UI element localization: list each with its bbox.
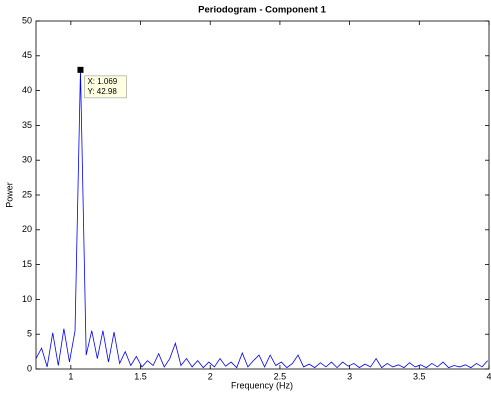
x-tick-label: 2.5	[274, 371, 287, 381]
datatip-marker	[77, 66, 84, 73]
y-tick-label: 40	[22, 85, 32, 95]
x-tick-label: 2	[208, 371, 213, 381]
y-tick-label: 50	[22, 15, 32, 25]
plot-area	[35, 20, 490, 370]
y-tick-label: 5	[27, 329, 32, 339]
y-tick-label: 15	[22, 259, 32, 269]
y-tick-label: 25	[22, 189, 32, 199]
datatip-text: X: 1.069	[87, 77, 117, 86]
y-tick-label: 10	[22, 294, 32, 304]
x-tick-label: 4	[486, 371, 491, 381]
x-tick-label: 1.5	[134, 371, 147, 381]
chart-title: Periodogram - Component 1	[198, 5, 326, 16]
y-axis-label: Power	[4, 182, 14, 208]
x-tick-label: 3.5	[413, 371, 426, 381]
x-tick-label: 1	[68, 371, 73, 381]
datatip-box	[84, 75, 127, 99]
datatip-text: Y: 42.98	[87, 87, 117, 96]
x-axis-label: Frequency (Hz)	[231, 380, 293, 390]
y-tick-label: 45	[22, 50, 32, 60]
y-tick-label: 35	[22, 120, 32, 130]
y-tick-label: 20	[22, 224, 32, 234]
y-tick-label: 0	[27, 363, 32, 373]
y-tick-label: 30	[22, 155, 32, 165]
series-line	[35, 69, 488, 369]
x-tick-label: 3	[347, 371, 352, 381]
